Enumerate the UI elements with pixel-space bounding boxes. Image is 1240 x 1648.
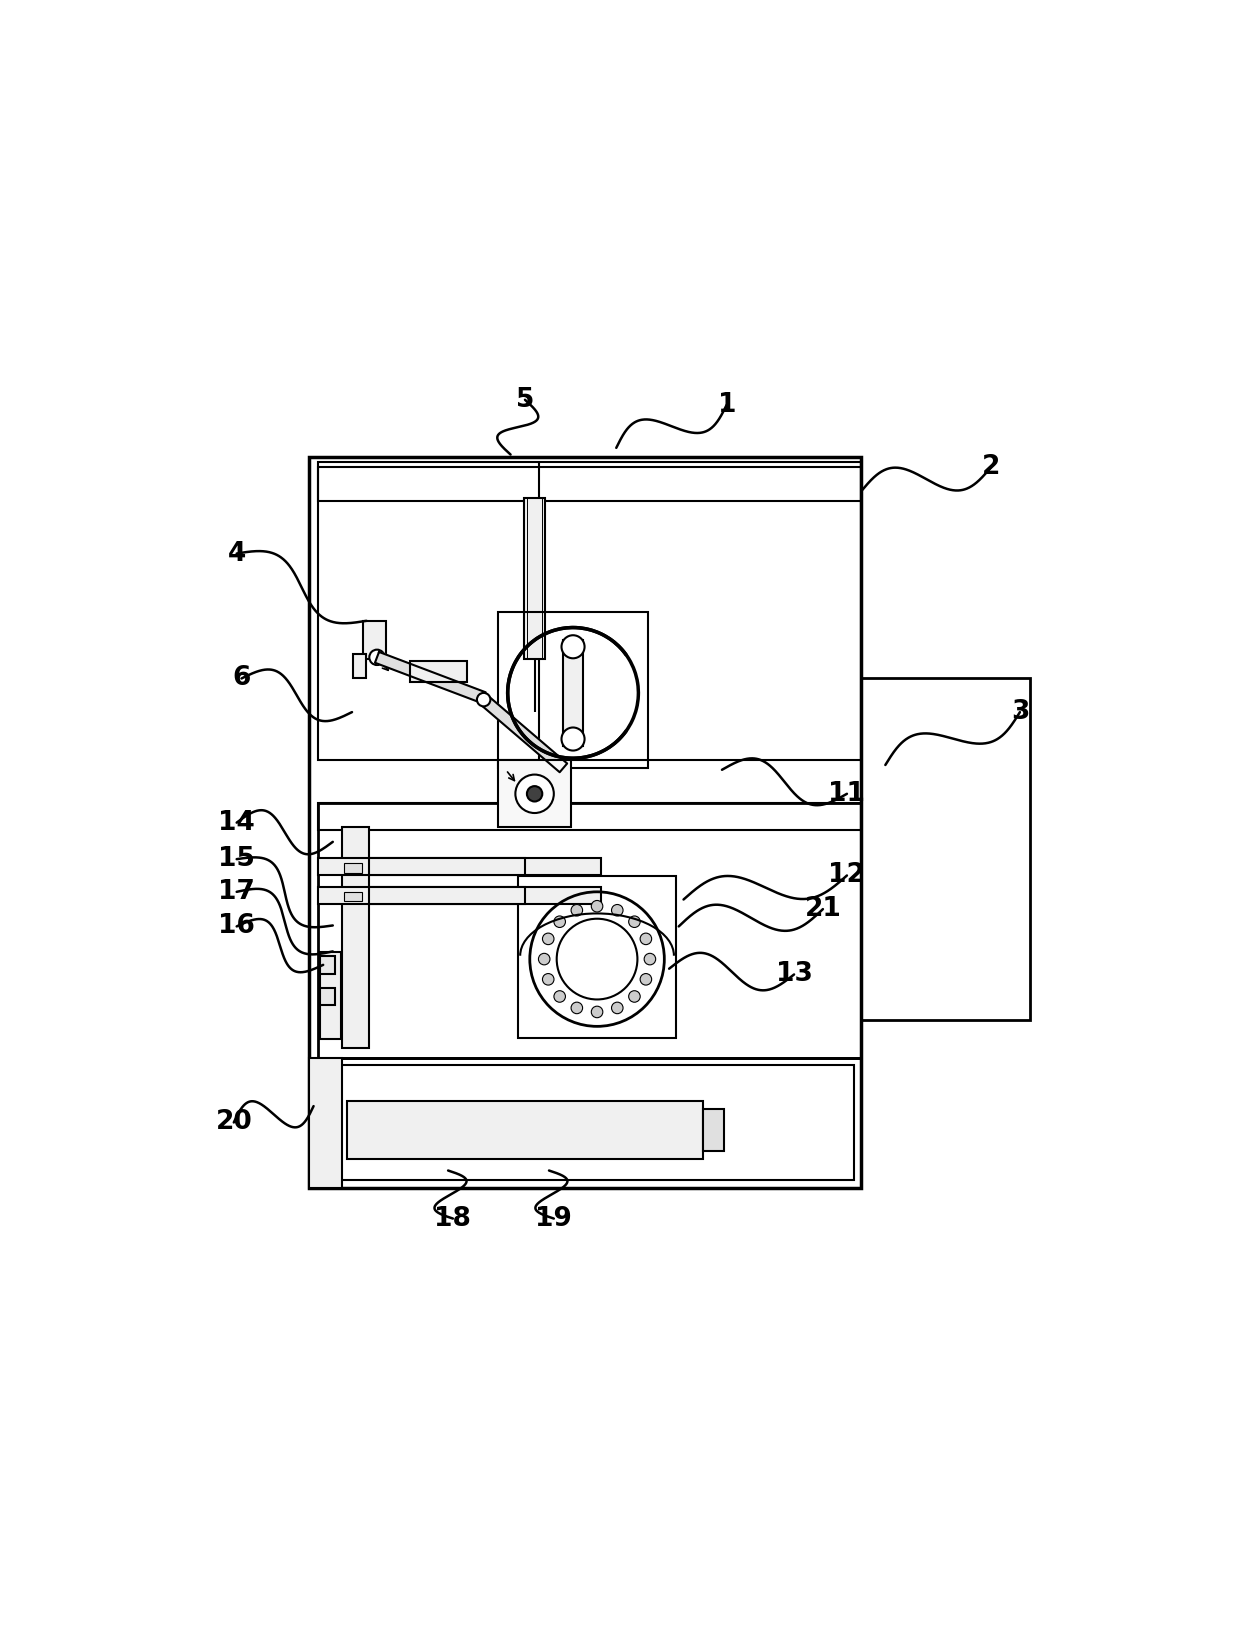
Bar bbox=[309, 1058, 342, 1188]
Polygon shape bbox=[480, 695, 567, 773]
Circle shape bbox=[557, 918, 637, 999]
Circle shape bbox=[562, 727, 584, 750]
Bar bbox=[862, 679, 1029, 1020]
Circle shape bbox=[538, 953, 551, 964]
Bar bbox=[518, 877, 676, 1038]
Text: 14: 14 bbox=[218, 809, 255, 836]
Text: 17: 17 bbox=[218, 878, 255, 905]
Text: 21: 21 bbox=[805, 897, 841, 923]
Circle shape bbox=[516, 775, 554, 812]
Bar bbox=[320, 953, 341, 1038]
Bar bbox=[319, 461, 862, 501]
Bar bbox=[498, 760, 572, 827]
Bar bbox=[309, 1058, 862, 1188]
Circle shape bbox=[640, 974, 652, 986]
Circle shape bbox=[640, 933, 652, 944]
Circle shape bbox=[554, 990, 565, 1002]
Circle shape bbox=[591, 900, 603, 911]
Bar bbox=[362, 621, 386, 659]
Circle shape bbox=[629, 990, 640, 1002]
Text: 6: 6 bbox=[232, 666, 250, 692]
Circle shape bbox=[562, 634, 584, 658]
Text: 2: 2 bbox=[982, 455, 1001, 480]
Bar bbox=[347, 1101, 703, 1159]
Bar bbox=[319, 859, 600, 875]
Bar bbox=[563, 639, 583, 747]
Bar bbox=[320, 956, 335, 974]
Bar bbox=[309, 458, 862, 1188]
Bar bbox=[320, 987, 335, 1005]
Polygon shape bbox=[374, 653, 486, 704]
Circle shape bbox=[477, 692, 490, 707]
Bar bbox=[498, 611, 649, 768]
Bar bbox=[319, 804, 862, 1058]
Bar bbox=[319, 1065, 853, 1180]
Circle shape bbox=[554, 916, 565, 928]
Bar bbox=[370, 887, 525, 905]
Circle shape bbox=[611, 905, 622, 916]
Circle shape bbox=[370, 649, 384, 666]
Circle shape bbox=[572, 1002, 583, 1014]
Circle shape bbox=[629, 916, 640, 928]
Circle shape bbox=[542, 933, 554, 944]
Bar bbox=[409, 661, 467, 682]
Text: 15: 15 bbox=[218, 845, 255, 872]
Text: 20: 20 bbox=[216, 1109, 252, 1135]
Text: 16: 16 bbox=[218, 913, 255, 939]
Text: 5: 5 bbox=[516, 387, 534, 412]
Text: 13: 13 bbox=[776, 961, 812, 987]
Bar bbox=[319, 466, 862, 760]
Bar bbox=[525, 498, 546, 659]
Text: 19: 19 bbox=[536, 1206, 572, 1231]
Circle shape bbox=[611, 1002, 622, 1014]
Bar bbox=[319, 804, 862, 831]
Text: 3: 3 bbox=[1011, 699, 1029, 725]
Text: 4: 4 bbox=[228, 541, 246, 567]
Bar bbox=[342, 827, 370, 1048]
Bar bbox=[703, 1109, 724, 1152]
Text: 11: 11 bbox=[828, 781, 866, 808]
Bar bbox=[370, 859, 525, 875]
Bar bbox=[353, 654, 367, 679]
Bar bbox=[345, 864, 362, 872]
Circle shape bbox=[591, 1007, 603, 1018]
Text: 18: 18 bbox=[434, 1206, 471, 1231]
Circle shape bbox=[527, 786, 542, 801]
Circle shape bbox=[542, 974, 554, 986]
Circle shape bbox=[572, 905, 583, 916]
Bar bbox=[319, 887, 600, 905]
Bar bbox=[345, 892, 362, 901]
Text: 12: 12 bbox=[828, 862, 866, 888]
Circle shape bbox=[644, 953, 656, 964]
Text: 1: 1 bbox=[718, 392, 737, 417]
